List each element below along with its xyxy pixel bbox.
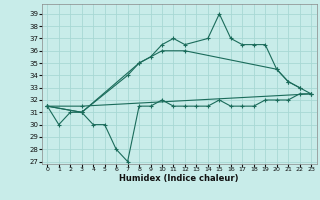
X-axis label: Humidex (Indice chaleur): Humidex (Indice chaleur) (119, 174, 239, 183)
